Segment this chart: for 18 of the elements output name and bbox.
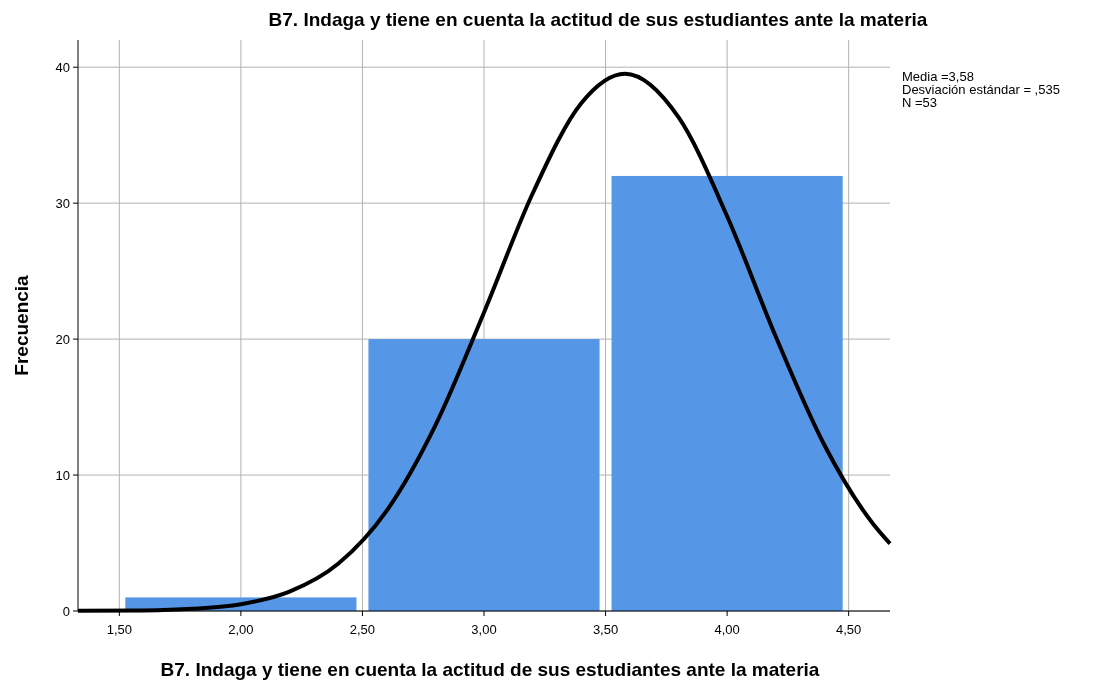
y-tick-label: 40 [55, 60, 70, 76]
text: Desviación estándar = ,535 [902, 82, 1060, 97]
y-tick-label: 0 [62, 604, 70, 619]
x-tick-label: 1,50 [106, 622, 132, 637]
y-axis-title: Frecuencia [11, 274, 32, 376]
y-tick-label: 10 [55, 468, 70, 484]
x-tick-label: 2,00 [228, 622, 254, 637]
text: N =53 [902, 95, 938, 110]
y-tick-label: 30 [55, 196, 70, 212]
text: Media =3,58 [902, 69, 974, 84]
x-tick-label: 2,50 [349, 622, 376, 637]
x-tick-label: 3,50 [592, 622, 619, 637]
x-tick-label: 4,00 [714, 622, 740, 637]
x-tick-label: 4,50 [836, 622, 862, 637]
x-axis-title: B7. Indaga y tiene en cuenta la actitud de sus estudiantes ante la materia [160, 659, 820, 680]
y-tick-label: 20 [55, 332, 70, 348]
chart-title: B7. Indaga y tiene en cuenta la actitud de sus estudiantes ante la materia [268, 9, 928, 30]
x-tick-label: 3,00 [471, 622, 497, 637]
